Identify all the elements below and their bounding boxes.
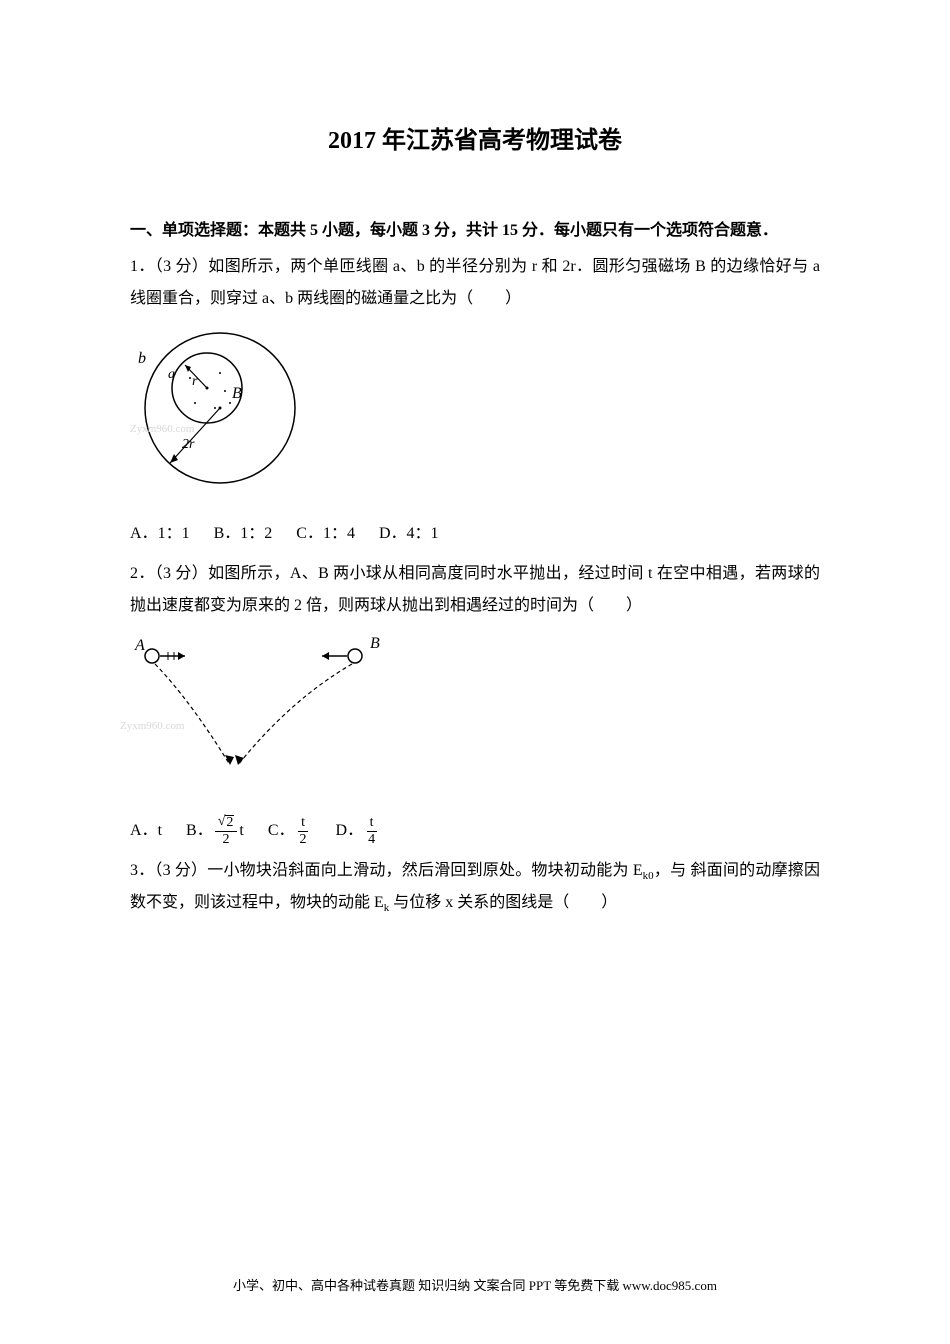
q1-option-c: C．1：4: [296, 518, 355, 550]
q3-text: 3．（3 分）一小物块沿斜面向上滑动，然后滑回到原处。物块初动能为 Ek0，与 …: [130, 855, 820, 919]
q1-option-d: D．4：1: [379, 518, 439, 550]
q1-label-a: a: [168, 367, 175, 382]
q2-text: 2．（3 分）如图所示，A、B 两小球从相同高度同时水平抛出，经过时间 t 在空…: [130, 558, 820, 622]
q1-label-b: b: [138, 350, 146, 367]
q2-options: A．t B． √2 2 t C． t 2 D． t 4: [130, 815, 820, 847]
q1-label-r: r: [192, 374, 198, 389]
watermark-1: Zyxm960.com: [130, 423, 190, 435]
q2-option-a: A．t: [130, 815, 162, 847]
q1-text: 1．（3 分）如图所示，两个单匝线圈 a、b 的半径分别为 r 和 2r．圆形匀…: [130, 251, 820, 315]
question-3: 3．（3 分）一小物块沿斜面向上滑动，然后滑回到原处。物块初动能为 Ek0，与 …: [130, 855, 820, 919]
q1-option-b: B．1：2: [214, 518, 273, 550]
exam-title: 2017 年江苏省高考物理试卷: [130, 120, 820, 155]
q2-option-b: B． √2 2 t: [186, 815, 244, 847]
q1-label-B: B: [232, 385, 242, 402]
q2-label-B: B: [370, 635, 380, 652]
question-2: 2．（3 分）如图所示，A、B 两小球从相同高度同时水平抛出，经过时间 t 在空…: [130, 558, 820, 622]
page-footer: 小学、初中、高中各种试卷真题 知识归纳 文案合同 PPT 等免费下载 www.d…: [0, 1275, 950, 1294]
section-header: 一、单项选择题：本题共 5 小题，每小题 3 分，共计 15 分．每小题只有一个…: [130, 215, 820, 247]
q1-figure: b a r B 2r Zyxm960.com: [130, 323, 820, 510]
q2-option-c: C． t 2: [268, 815, 312, 847]
q1-options: A．1：1 B．1：2 C．1：4 D．4：1: [130, 518, 820, 550]
watermark-2: Zyxm960.com: [120, 720, 180, 732]
question-1: 1．（3 分）如图所示，两个单匝线圈 a、b 的半径分别为 r 和 2r．圆形匀…: [130, 251, 820, 315]
q2-option-d: D． t 4: [336, 815, 381, 847]
q2-figure: A B Zyxm960.com: [130, 630, 820, 807]
q1-option-a: A．1：1: [130, 518, 190, 550]
q1-label-2r: 2r: [182, 437, 195, 452]
q2-label-A: A: [134, 637, 145, 654]
